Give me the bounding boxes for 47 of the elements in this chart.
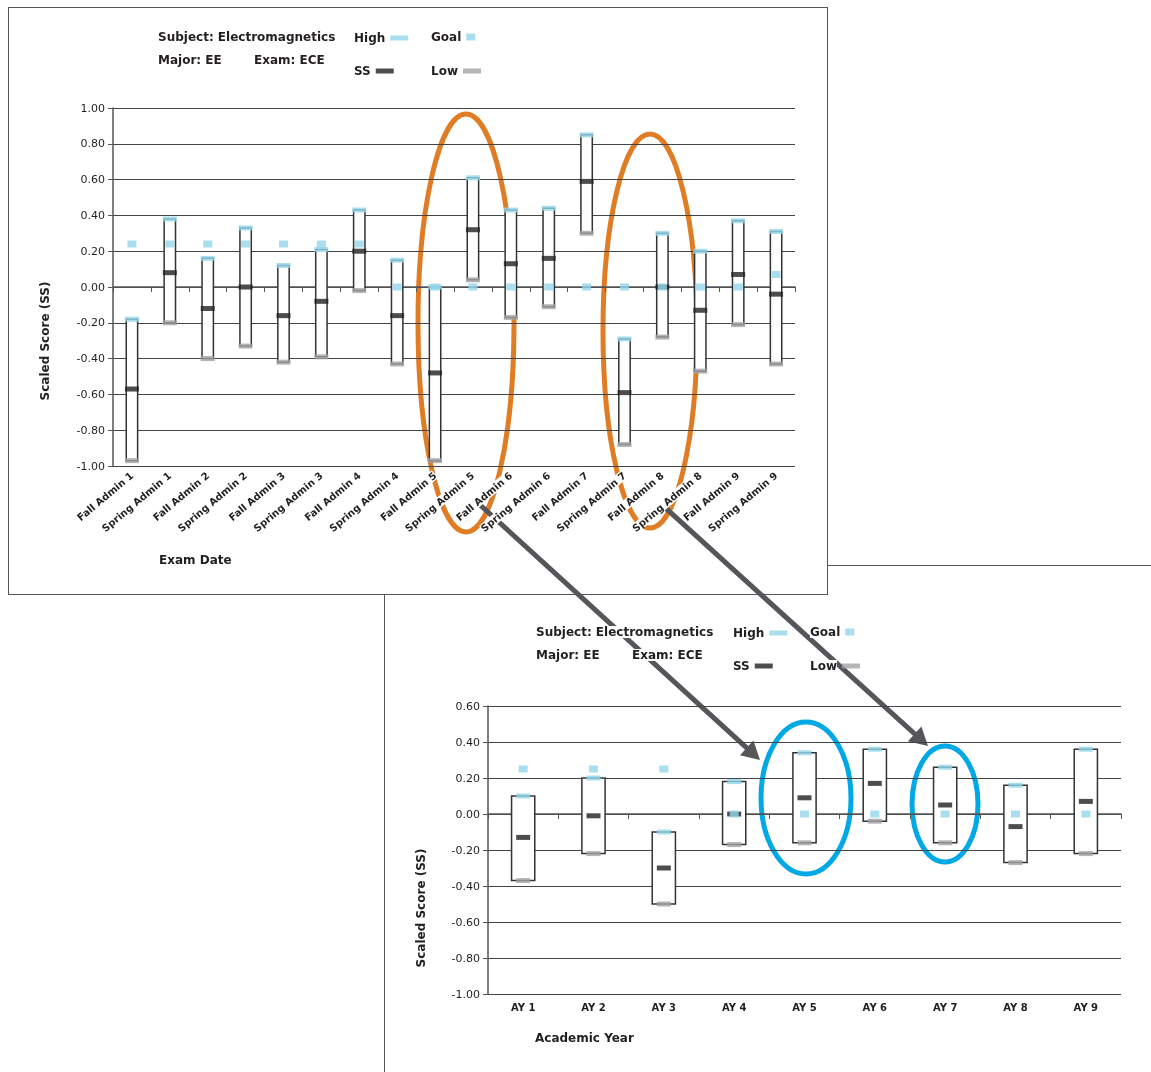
x-tick-label: AY 9 [1073,1001,1099,1013]
y-tick-label: 0.60 [455,699,480,713]
y-tick-label: 0.80 [80,137,105,151]
y-tick-label: -0.80 [451,951,480,965]
y-tick-label: 0.00 [80,280,105,294]
y-tick-label: -0.20 [76,316,105,330]
y-tick-label: 0.40 [80,208,105,222]
legend-label: Low [430,64,458,78]
y-tick-label: -1.00 [451,987,480,1001]
legend-label: Goal [809,625,841,639]
x-tick-label: AY 6 [862,1001,888,1013]
x-tick-label: AY 2 [581,1001,606,1013]
y-tick-label: 0.20 [80,244,105,258]
y-tick-label: -0.80 [76,423,105,437]
y-tick-label: -0.20 [451,843,480,857]
x-axis-title: Exam Date [159,553,232,567]
y-tick-label: 0.40 [455,735,480,749]
text: Subject: Electromagnetics [158,30,336,44]
y-tick-label: -1.00 [76,459,105,473]
x-tick-label: AY 5 [792,1001,817,1013]
x-tick-label: AY 1 [510,1001,536,1013]
y-tick-label: 0.20 [455,771,480,785]
y-tick-label: 1.00 [80,101,105,115]
x-tick-label: AY 8 [1003,1001,1028,1013]
x-tick-label: AY 7 [932,1001,958,1013]
text: Subject: Electromagnetics [536,625,714,639]
legend-label: High [353,31,386,45]
legend-label: SS [733,659,750,673]
legend-label: High [732,626,765,640]
y-axis-title: Scaled Score (SS) [38,281,52,401]
text: Major: EE [158,53,222,67]
text: Major: EE [536,648,600,662]
y-axis-title: Scaled Score (SS) [414,848,428,968]
y-tick-label: -0.40 [451,879,480,893]
text: Exam: ECE [254,53,325,67]
legend-label: Goal [430,30,462,44]
legend-label: SS [354,64,371,78]
y-tick-label: -0.60 [451,915,480,929]
y-tick-label: -0.40 [76,352,105,366]
legend-label: Low [809,659,837,673]
x-tick-label: AY 4 [721,1001,747,1013]
y-tick-label: -0.60 [76,387,105,401]
x-tick-label: AY 3 [651,1001,677,1013]
y-tick-label: 0.60 [80,173,105,187]
text: Exam: ECE [632,648,703,662]
x-axis-title: Academic Year [535,1031,634,1045]
y-tick-label: 0.00 [455,807,480,821]
